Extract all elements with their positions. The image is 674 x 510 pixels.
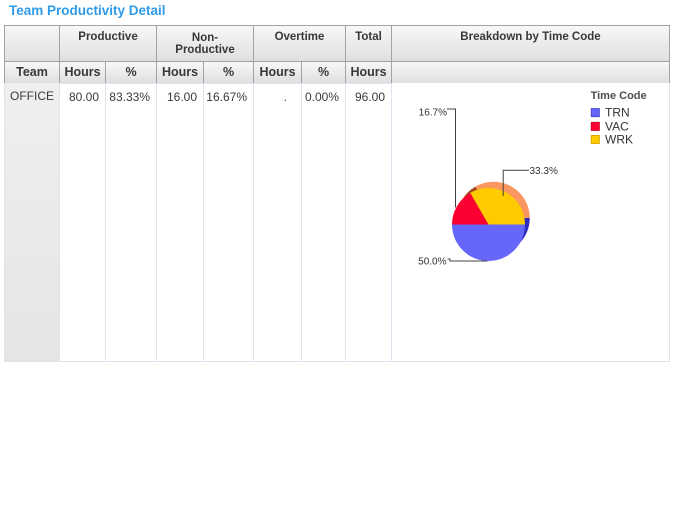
- svg-text:33.3%: 33.3%: [530, 166, 558, 177]
- svg-text:16.7%: 16.7%: [419, 108, 447, 119]
- svg-text:Time Code: Time Code: [591, 90, 647, 102]
- svg-text:VAC: VAC: [605, 120, 629, 134]
- svg-text:50.0%: 50.0%: [418, 257, 446, 268]
- svg-text:WRK: WRK: [605, 133, 633, 147]
- svg-text:TRN: TRN: [605, 106, 630, 120]
